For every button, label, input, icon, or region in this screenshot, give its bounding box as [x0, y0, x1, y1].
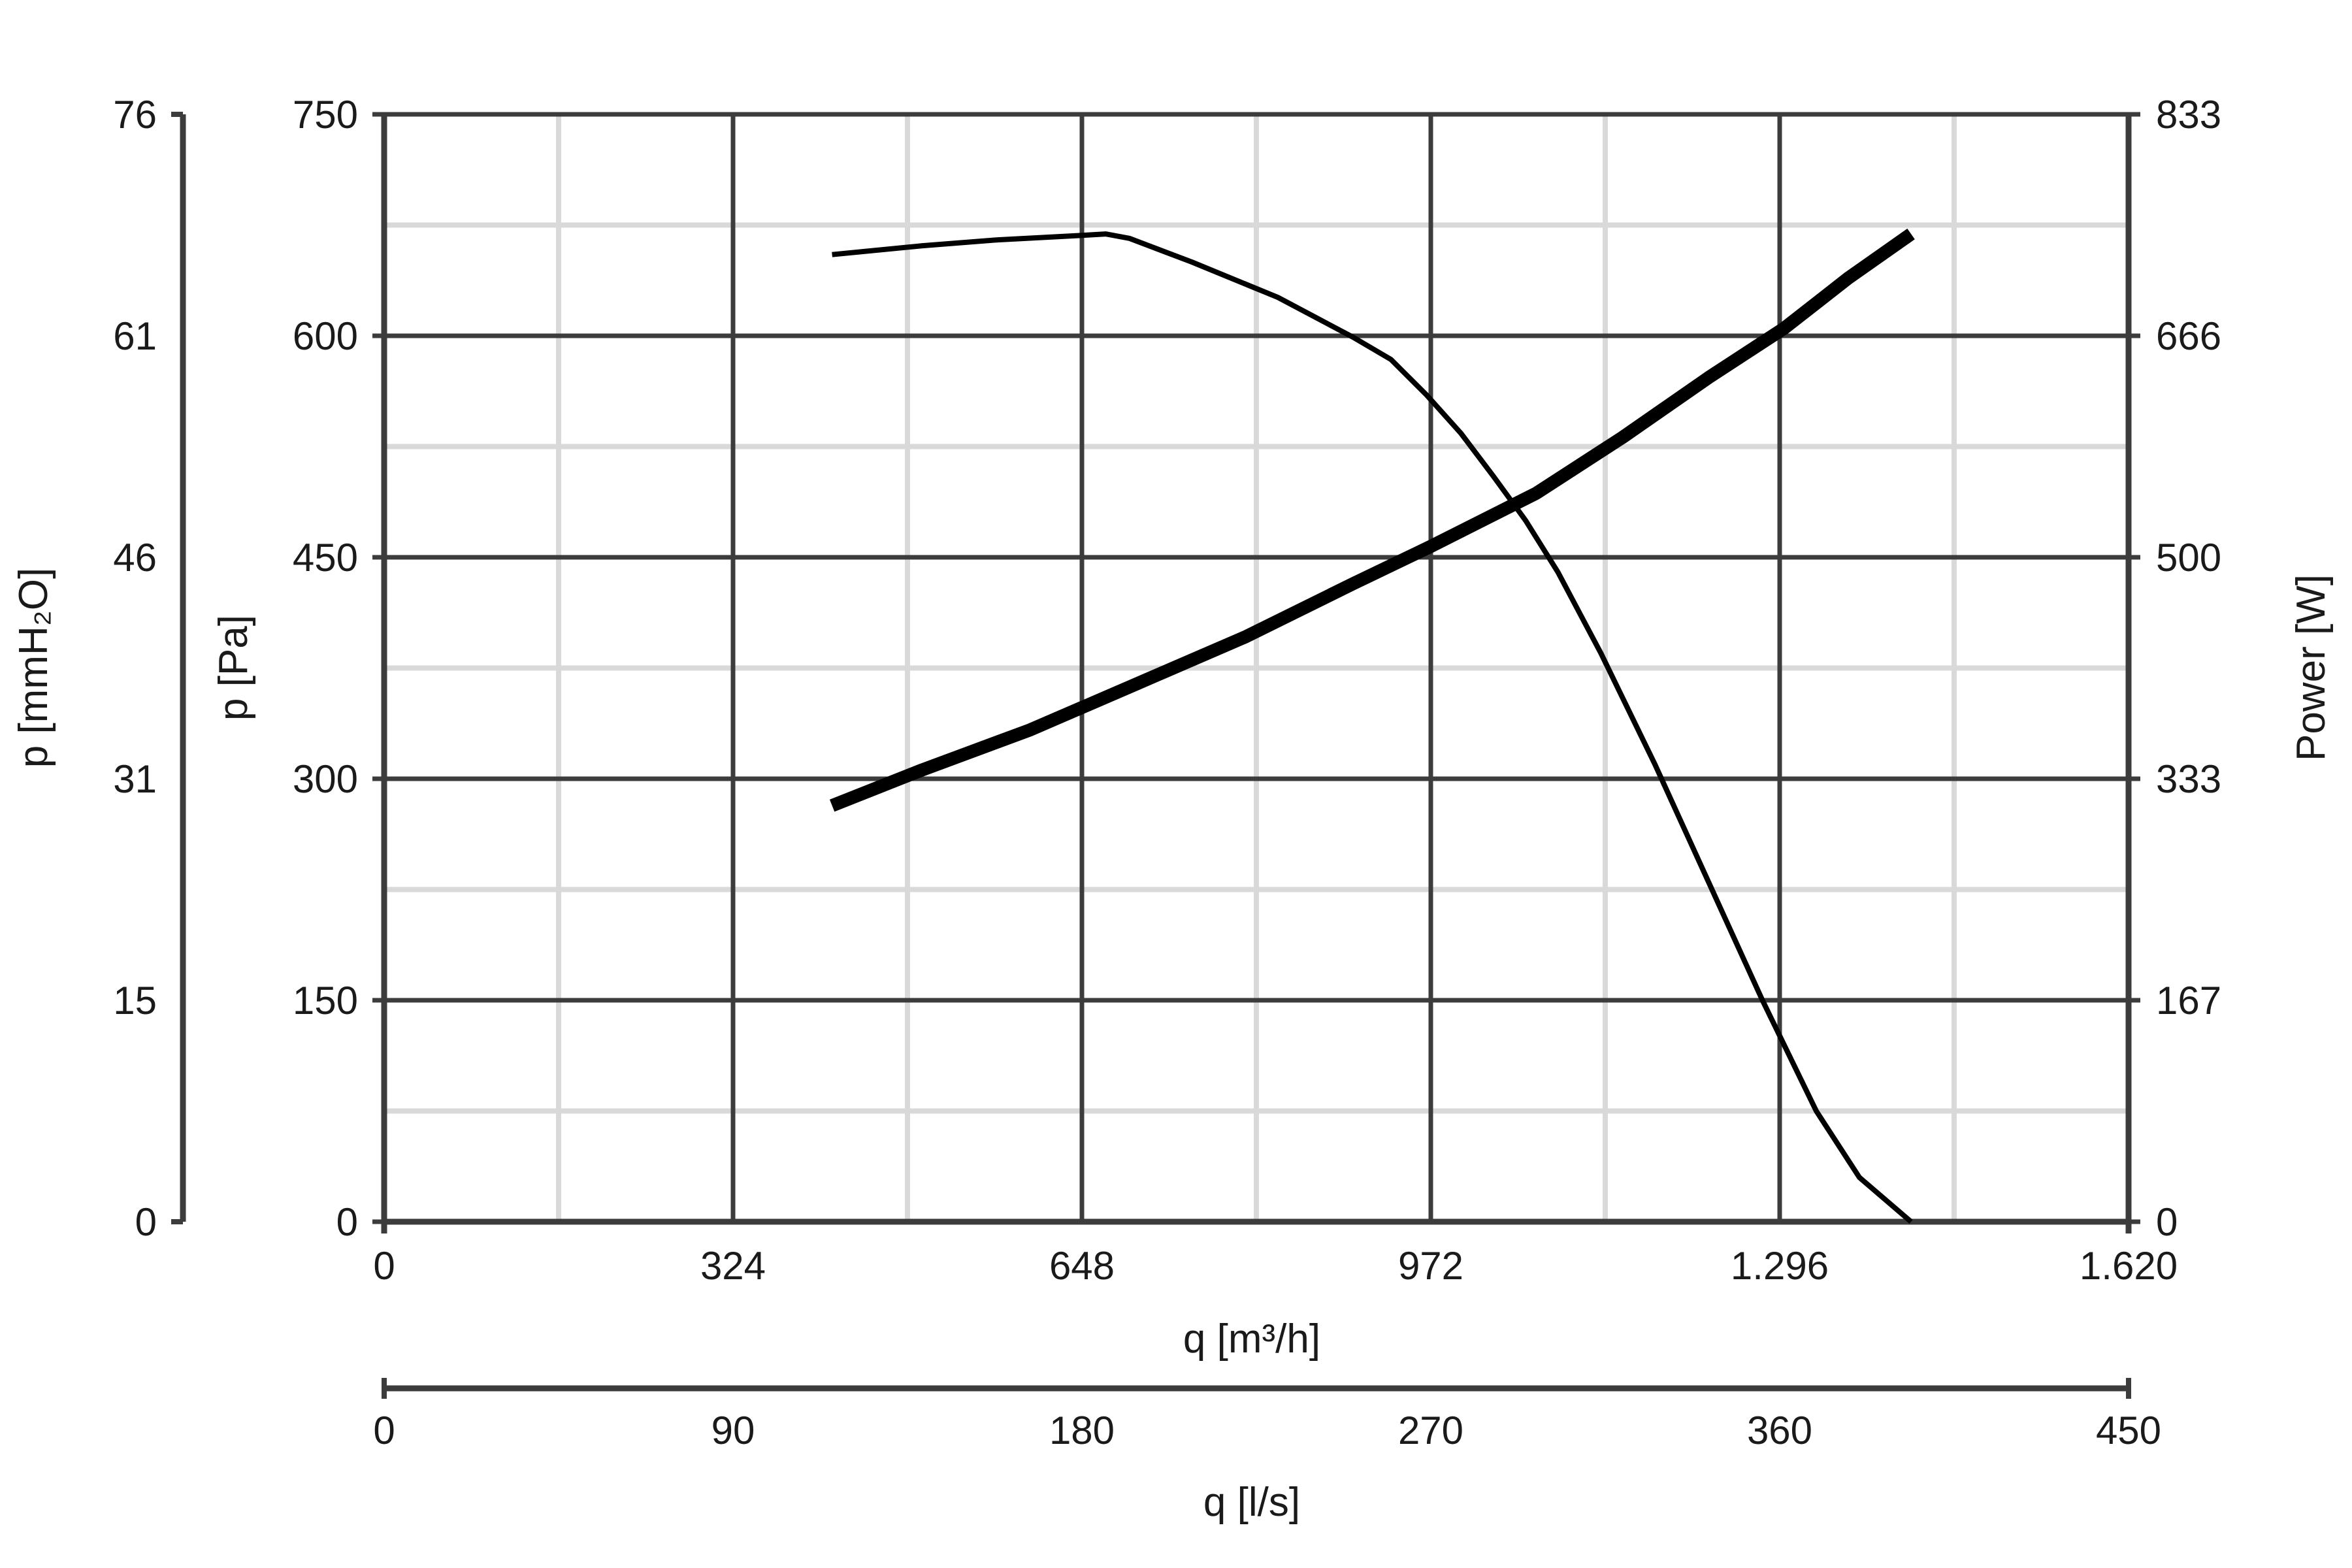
y-outer-axis-title: p [mmH₂O] [11, 568, 56, 768]
y-outer-tick-label: 46 [113, 536, 157, 580]
x2-tick-labels: 0 90 180 270 360 450 [373, 1409, 2161, 1452]
y-tick-label: 150 [293, 979, 358, 1022]
y2-tick-label: 333 [2156, 757, 2221, 801]
y2-tick-label: 500 [2156, 536, 2221, 580]
x2-tick-label: 0 [373, 1409, 395, 1452]
pressure-curve [832, 231, 1913, 1224]
x2-tick-label: 270 [1398, 1409, 1463, 1452]
y-outer-tick-label: 0 [135, 1200, 157, 1244]
power-curve [829, 228, 1915, 812]
y2-tick-labels: 0 167 333 500 666 833 [2156, 93, 2221, 1244]
y-outer-tick-label: 15 [113, 979, 157, 1022]
y-tick-labels: 0 150 300 450 600 750 [293, 93, 358, 1244]
y2-tick-label: 833 [2156, 93, 2221, 137]
x-tick-label: 324 [700, 1244, 766, 1288]
y-outer-tick-label: 31 [113, 757, 157, 801]
curves [829, 228, 1915, 1224]
axes [171, 112, 2140, 1399]
x2-tick-label: 450 [2096, 1409, 2161, 1452]
y2-tick-label: 0 [2156, 1200, 2178, 1244]
y-tick-label: 750 [293, 93, 358, 137]
x2-tick-label: 180 [1049, 1409, 1115, 1452]
x-tick-label: 648 [1049, 1244, 1115, 1288]
y-tick-label: 300 [293, 757, 358, 801]
x-axis-title: q [m³/h] [1183, 1316, 1320, 1362]
minor-grid [384, 114, 2129, 1222]
y-axis-title: p [Pa] [211, 615, 256, 721]
y-outer-tick-labels: 0 15 31 46 61 76 [113, 93, 157, 1244]
y-outer-tick-label: 61 [113, 314, 157, 358]
x-tick-label: 1.296 [1731, 1244, 1829, 1288]
x-tick-label: 0 [373, 1244, 395, 1288]
y-tick-label: 0 [336, 1200, 358, 1244]
x-tick-label: 1.620 [2080, 1244, 2178, 1288]
y-outer-tick-label: 76 [113, 93, 157, 137]
x2-tick-label: 90 [711, 1409, 755, 1452]
y2-tick-label: 167 [2156, 979, 2221, 1022]
x2-tick-label: 360 [1747, 1409, 1812, 1452]
y2-axis-title: Power [W] [2289, 574, 2334, 761]
y-tick-label: 450 [293, 536, 358, 580]
x-tick-labels: 0 324 648 972 1.296 1.620 [373, 1244, 2178, 1288]
y2-tick-label: 666 [2156, 314, 2221, 358]
x2-axis-title: q [l/s] [1203, 1480, 1300, 1525]
x-tick-label: 972 [1398, 1244, 1463, 1288]
y-tick-label: 600 [293, 314, 358, 358]
